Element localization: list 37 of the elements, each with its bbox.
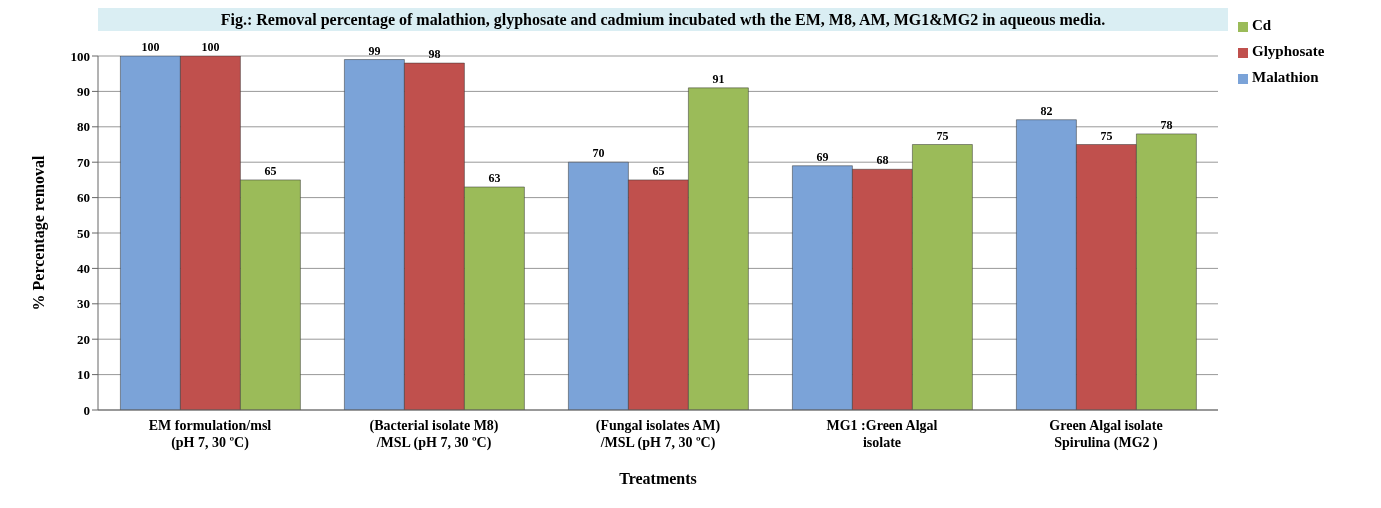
y-tick-label: 60 bbox=[77, 190, 90, 206]
data-label: 69 bbox=[816, 149, 829, 164]
data-label: 63 bbox=[488, 170, 501, 185]
data-label: 99 bbox=[368, 43, 381, 58]
y-tick-label: 0 bbox=[83, 402, 90, 418]
y-tick-label: 20 bbox=[77, 331, 90, 347]
y-axis-title: % Percentage removal bbox=[29, 154, 48, 311]
legend-label: Cd bbox=[1252, 17, 1272, 33]
x-tick-label: (Bacterial isolate M8) /MSL (pH 7, 30 ºC) bbox=[369, 418, 499, 451]
y-tick-label: 10 bbox=[77, 367, 90, 383]
data-label: 98 bbox=[428, 47, 441, 62]
legend-label: Glyphosate bbox=[1252, 43, 1325, 59]
data-label: 70 bbox=[592, 146, 605, 161]
x-tick-label: EM formulation/msl (pH 7, 30 ºC) bbox=[148, 418, 272, 451]
chart-title: Fig.: Removal percentage of malathion, glyphosate and cadmium incubated wth the EM, M8, AM, MG1&MG2 in aqueous media. bbox=[98, 8, 1228, 31]
x-tick-label: MG1 :Green Algal isolate bbox=[826, 418, 938, 450]
data-label: 75 bbox=[936, 128, 949, 143]
y-tick-label: 30 bbox=[77, 296, 90, 312]
x-tick-label: (Fungal isolates AM) /MSL (pH 7, 30 ºC) bbox=[595, 418, 721, 451]
x-axis-title: Treatments bbox=[619, 470, 697, 487]
data-label: 91 bbox=[712, 71, 725, 86]
data-label: 100 bbox=[141, 40, 160, 54]
y-tick-label: 90 bbox=[77, 84, 90, 100]
data-label: 65 bbox=[652, 163, 665, 178]
y-tick-label: 40 bbox=[77, 261, 90, 277]
y-tick-label: 80 bbox=[77, 119, 90, 135]
y-tick-label: 100 bbox=[70, 48, 90, 64]
x-tick-label: Green Algal isolate Spirulina (MG2 ) bbox=[1049, 418, 1163, 451]
data-label: 82 bbox=[1040, 103, 1053, 118]
data-label: 65 bbox=[264, 163, 277, 178]
legend-label: Malathion bbox=[1252, 69, 1319, 85]
data-label: 68 bbox=[876, 153, 889, 168]
data-label: 100 bbox=[201, 40, 220, 54]
y-tick-label: 50 bbox=[77, 225, 90, 241]
y-tick-label: 70 bbox=[77, 154, 90, 170]
data-label: 75 bbox=[1100, 128, 1113, 143]
data-label: 78 bbox=[1160, 117, 1173, 132]
